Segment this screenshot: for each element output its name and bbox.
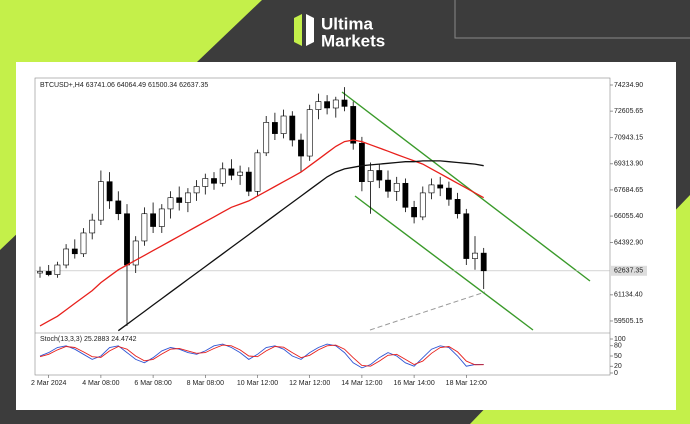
candle-body [89, 219, 96, 234]
stoch-tick-label: 50 [614, 353, 622, 360]
channel-line [341, 91, 591, 282]
candle-body [106, 181, 113, 202]
candle-body [132, 240, 139, 266]
decor-line [454, 0, 690, 39]
candle-body [185, 192, 191, 203]
x-tick-label: 14 Mar 12:00 [341, 380, 382, 387]
candle-body [141, 213, 148, 242]
candle-body [237, 171, 243, 176]
logo-text: Markets [321, 31, 385, 50]
candle-body [71, 248, 78, 255]
candle-body [324, 101, 330, 109]
candle-body [306, 109, 313, 157]
candle-body [254, 152, 261, 192]
y-tick-label: 74234.90 [614, 82, 643, 89]
stoch-tick-label: 100 [614, 336, 626, 343]
last-price-label: 62637.35 [614, 268, 643, 275]
candle-body [280, 115, 287, 134]
plot-frame [34, 77, 611, 376]
x-tick-label: 10 Mar 12:00 [237, 380, 278, 387]
stoch-tick-label: 80 [614, 343, 622, 350]
channel-line [354, 195, 534, 331]
candle-body [472, 252, 478, 259]
y-tick-label: 64392.90 [614, 240, 643, 247]
candle-body [402, 182, 409, 208]
candle-body [202, 178, 209, 187]
moving-average [39, 139, 485, 327]
candle-body [393, 182, 400, 192]
candle-body [124, 213, 130, 266]
candle-body [167, 197, 174, 210]
y-tick-label: 59505.15 [614, 318, 643, 325]
x-tick-label: 8 Mar 08:00 [187, 380, 224, 387]
candle-body [298, 139, 304, 157]
candle-body [80, 232, 87, 255]
candle-body [445, 187, 452, 200]
candle-body [54, 264, 61, 275]
candle-body [419, 192, 426, 218]
candle-body [428, 184, 435, 194]
candle-body [454, 199, 461, 215]
x-tick-label: 6 Mar 08:00 [134, 380, 171, 387]
logo-icon [306, 14, 314, 46]
candle-body [211, 178, 217, 184]
candle-body [245, 171, 252, 192]
stoch-title: Stoch(13,3,3) 25.2883 24.4742 [40, 336, 137, 343]
candle-body [176, 197, 183, 203]
candle-body [263, 122, 270, 154]
candle-body [271, 122, 278, 134]
candle-body [480, 252, 487, 272]
candle-body [228, 168, 235, 176]
candle-body [45, 271, 52, 275]
moving-average [117, 160, 484, 332]
candle-body [411, 207, 417, 218]
stoch-tick-label: 0 [614, 370, 618, 377]
y-tick-label: 70943.15 [614, 135, 643, 142]
x-tick-label: 12 Mar 12:00 [289, 380, 330, 387]
x-tick-label: 4 Mar 08:00 [82, 380, 119, 387]
candle-body [437, 184, 444, 189]
candle-body [358, 142, 365, 182]
trend-line [369, 291, 486, 331]
candle-body [376, 170, 383, 181]
candle-body [315, 101, 322, 110]
logo: Ultima Markets [294, 14, 385, 50]
candle-body [289, 115, 296, 141]
candle-body [219, 168, 226, 184]
stoch-line [39, 343, 484, 369]
y-tick-label: 69313.90 [614, 161, 643, 168]
chart-title: BTCUSD+,H4 63741.06 64064.49 61500.34 62… [40, 82, 208, 89]
candle-body [463, 213, 470, 259]
candle-body [158, 208, 165, 227]
candle-body [385, 179, 391, 192]
x-tick-label: 2 Mar 2024 [31, 380, 67, 387]
chart-panel [16, 62, 676, 410]
x-tick-label: 18 Mar 12:00 [446, 380, 487, 387]
y-tick-label: 61134.40 [614, 292, 643, 299]
y-tick-label: 72605.65 [614, 108, 643, 115]
stoch-line [39, 344, 484, 367]
candle-body [341, 99, 348, 107]
candle-body [37, 271, 43, 274]
y-tick-label: 66055.40 [614, 213, 643, 220]
candle-body [98, 181, 104, 221]
candle-body [63, 248, 69, 266]
y-tick-label: 67684.65 [614, 187, 643, 194]
candle-body [115, 200, 122, 215]
logo-icon [294, 14, 302, 46]
candle-body [150, 213, 156, 227]
last-price-box [611, 265, 647, 276]
logo-text: Ultima [321, 14, 374, 33]
candle-body [193, 186, 200, 194]
candle-body [332, 99, 339, 109]
x-tick-label: 16 Mar 14:00 [393, 380, 434, 387]
candle-body [350, 106, 357, 144]
candle-body [367, 170, 374, 182]
stoch-tick-label: 20 [614, 363, 622, 370]
